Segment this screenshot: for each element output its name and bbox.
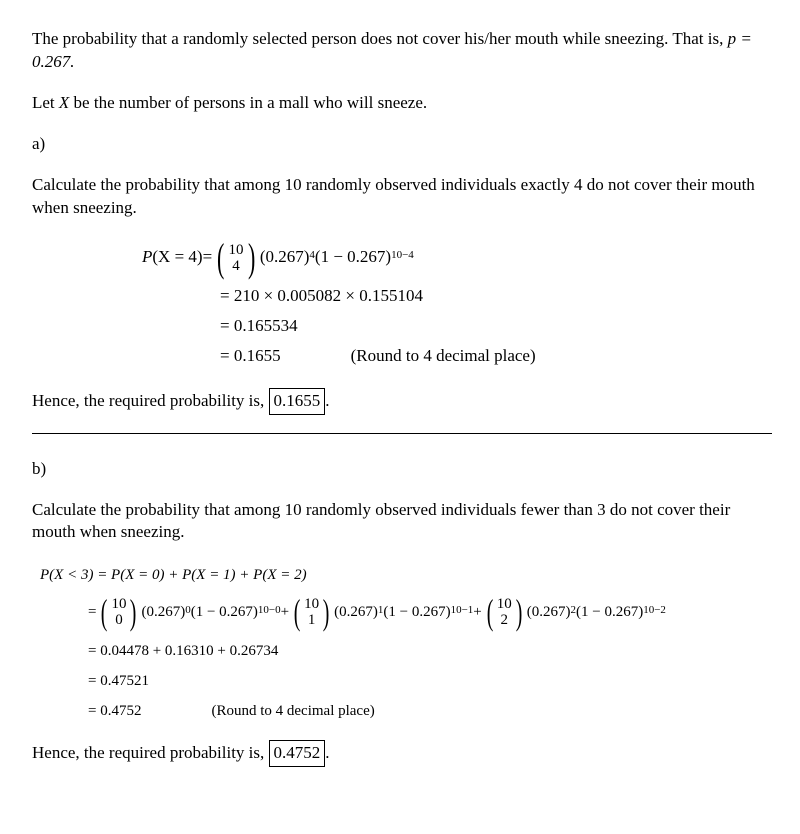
pb-step4: = 0.47521 — [88, 668, 772, 694]
paren-left-icon: ( — [486, 594, 493, 630]
pb-e1-2: 2 — [571, 603, 577, 618]
pa-answer-box: 0.1655 — [269, 388, 326, 415]
pb-e1-0: 0 — [185, 603, 191, 618]
paren-right-icon: ) — [247, 238, 254, 278]
intro-paragraph-1: The probability that a randomly selected… — [32, 28, 772, 74]
pb-binom-0: (100) — [98, 594, 139, 630]
paren-right-icon: ) — [515, 594, 522, 630]
pb-eq-start: = — [88, 602, 96, 622]
section-divider — [32, 433, 772, 434]
pa-step3: = 0.165534 — [220, 315, 298, 338]
pb-e1-1: 1 — [378, 603, 384, 618]
part-b-math: P(X < 3) = P(X = 0) + P(X = 1) + P(X = 2… — [40, 562, 772, 724]
paren-left-icon: ( — [217, 238, 224, 278]
pb-step3: = 0.04478 + 0.16310 + 0.26734 — [88, 638, 772, 664]
pa-exp2: 10−4 — [391, 248, 414, 263]
pb-e2-2: 10−2 — [643, 603, 666, 618]
pa-binom-top: 10 — [229, 242, 244, 258]
part-a-question: Calculate the probability that among 10 … — [32, 174, 772, 220]
pb-round-note: (Round to 4 decimal place) — [211, 701, 374, 721]
pb-e2-0: 10−0 — [258, 603, 281, 618]
pb-line1-text: P(X < 3) = P(X = 0) + P(X = 1) + P(X = 2… — [40, 565, 307, 585]
pa-conc-a: Hence, the required probability is, — [32, 391, 269, 410]
pb-binom-2: (102) — [484, 594, 525, 630]
pb-plus-1: + — [473, 602, 481, 622]
pb-expansion: = (100)(0.267)0 (1 − 0.267)10−0 + (101)(… — [88, 592, 772, 632]
pb-mid-0: (1 − 0.267) — [191, 602, 258, 622]
pa-conc-b: . — [325, 391, 329, 410]
pa-P: P — [142, 246, 152, 269]
pb-mid-2: (1 − 0.267) — [576, 602, 643, 622]
pb-conc-a: Hence, the required probability is, — [32, 743, 269, 762]
part-a-label: a) — [32, 133, 772, 156]
paren-left-icon: ( — [101, 594, 108, 630]
intro-text: The probability that a randomly selected… — [32, 29, 728, 48]
pa-exp1: 4 — [309, 248, 315, 263]
let-text-2: be the number of persons in a mall who w… — [69, 93, 427, 112]
part-a-eq-line1: P(X = 4) = ( 10 4 ) (0.267)4 (1 − 0.267)… — [142, 238, 772, 278]
pa-base1: (0.267) — [260, 246, 310, 269]
part-a-math: P(X = 4) = ( 10 4 ) (0.267)4 (1 − 0.267)… — [142, 238, 772, 370]
var-x: X — [59, 93, 69, 112]
pb-step5: = 0.4752 (Round to 4 decimal place) — [88, 698, 772, 724]
intro-paragraph-2: Let X be the number of persons in a mall… — [32, 92, 772, 115]
pa-step4: = 0.1655 — [220, 345, 281, 368]
pb-plus-0: + — [281, 602, 289, 622]
pb-base-0: (0.267) — [141, 602, 185, 622]
part-a-eq-line3: = 0.165534 — [142, 314, 772, 340]
part-a-eq-line2: = 210 × 0.005082 × 0.155104 — [142, 284, 772, 310]
part-a-conclusion: Hence, the required probability is, 0.16… — [32, 388, 772, 415]
pb-line1: P(X < 3) = P(X = 0) + P(X = 1) + P(X = 2… — [40, 562, 772, 588]
paren-left-icon: ( — [294, 594, 301, 630]
paren-right-icon: ) — [323, 594, 330, 630]
pa-step2: = 210 × 0.005082 × 0.155104 — [220, 285, 423, 308]
pb-base-2: (0.267) — [527, 602, 571, 622]
pb-step3-text: = 0.04478 + 0.16310 + 0.26734 — [88, 641, 278, 661]
pa-eq: = — [203, 246, 213, 269]
paren-right-icon: ) — [130, 594, 137, 630]
pb-e2-1: 10−1 — [451, 603, 474, 618]
pb-step4-text: = 0.47521 — [88, 671, 149, 691]
part-b-question: Calculate the probability that among 10 … — [32, 499, 772, 545]
pb-step5-text: = 0.4752 — [88, 701, 141, 721]
pb-base-1: (0.267) — [334, 602, 378, 622]
part-a-eq-line4: = 0.1655 (Round to 4 decimal place) — [142, 344, 772, 370]
pb-binom-1: (101) — [291, 594, 332, 630]
part-b-conclusion: Hence, the required probability is, 0.47… — [32, 740, 772, 767]
pb-mid-1: (1 − 0.267) — [383, 602, 450, 622]
pb-answer-box: 0.4752 — [269, 740, 326, 767]
pa-mid: (1 − 0.267) — [315, 246, 391, 269]
pa-round-note: (Round to 4 decimal place) — [351, 345, 536, 368]
part-b-label: b) — [32, 458, 772, 481]
pa-lhs-inner: (X = 4) — [152, 246, 202, 269]
pa-binom: ( 10 4 ) — [214, 238, 258, 278]
pa-binom-bot: 4 — [232, 258, 240, 274]
pb-conc-b: . — [325, 743, 329, 762]
let-text: Let — [32, 93, 59, 112]
